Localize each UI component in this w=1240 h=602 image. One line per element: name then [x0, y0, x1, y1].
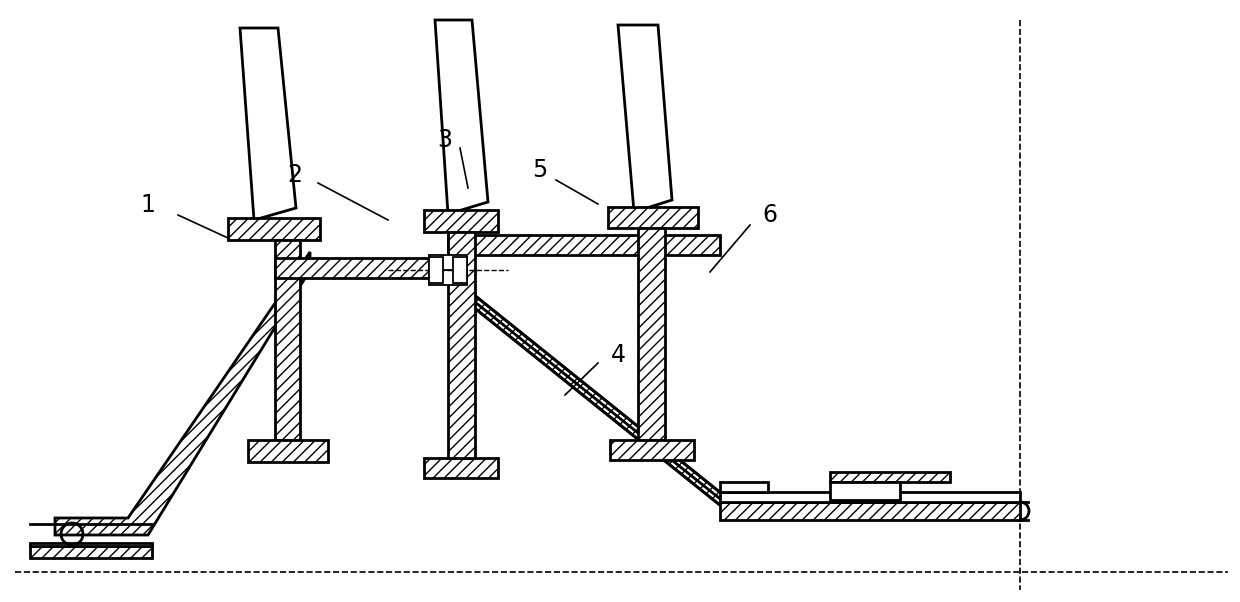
Polygon shape [429, 257, 443, 283]
Polygon shape [424, 458, 498, 478]
Text: 5: 5 [532, 158, 548, 182]
Polygon shape [30, 546, 153, 558]
Polygon shape [720, 492, 1021, 502]
Text: 4: 4 [610, 343, 625, 367]
Polygon shape [720, 482, 768, 492]
Polygon shape [453, 257, 467, 283]
Text: 1: 1 [140, 193, 155, 217]
Polygon shape [241, 28, 296, 220]
Polygon shape [448, 232, 475, 458]
Polygon shape [248, 440, 329, 462]
Polygon shape [435, 20, 489, 214]
Polygon shape [55, 252, 310, 535]
Polygon shape [30, 543, 153, 546]
Polygon shape [448, 235, 720, 255]
Polygon shape [453, 290, 742, 510]
Polygon shape [275, 240, 300, 440]
Polygon shape [830, 482, 900, 500]
Text: 2: 2 [288, 163, 303, 187]
Polygon shape [228, 218, 320, 240]
Polygon shape [720, 502, 1021, 520]
Polygon shape [639, 228, 665, 440]
Polygon shape [429, 255, 467, 285]
Polygon shape [608, 207, 698, 228]
Polygon shape [618, 25, 672, 212]
Polygon shape [275, 258, 463, 278]
Polygon shape [424, 210, 498, 232]
Polygon shape [610, 440, 694, 460]
Text: 6: 6 [763, 203, 777, 227]
Polygon shape [830, 472, 950, 482]
Text: 3: 3 [438, 128, 453, 152]
